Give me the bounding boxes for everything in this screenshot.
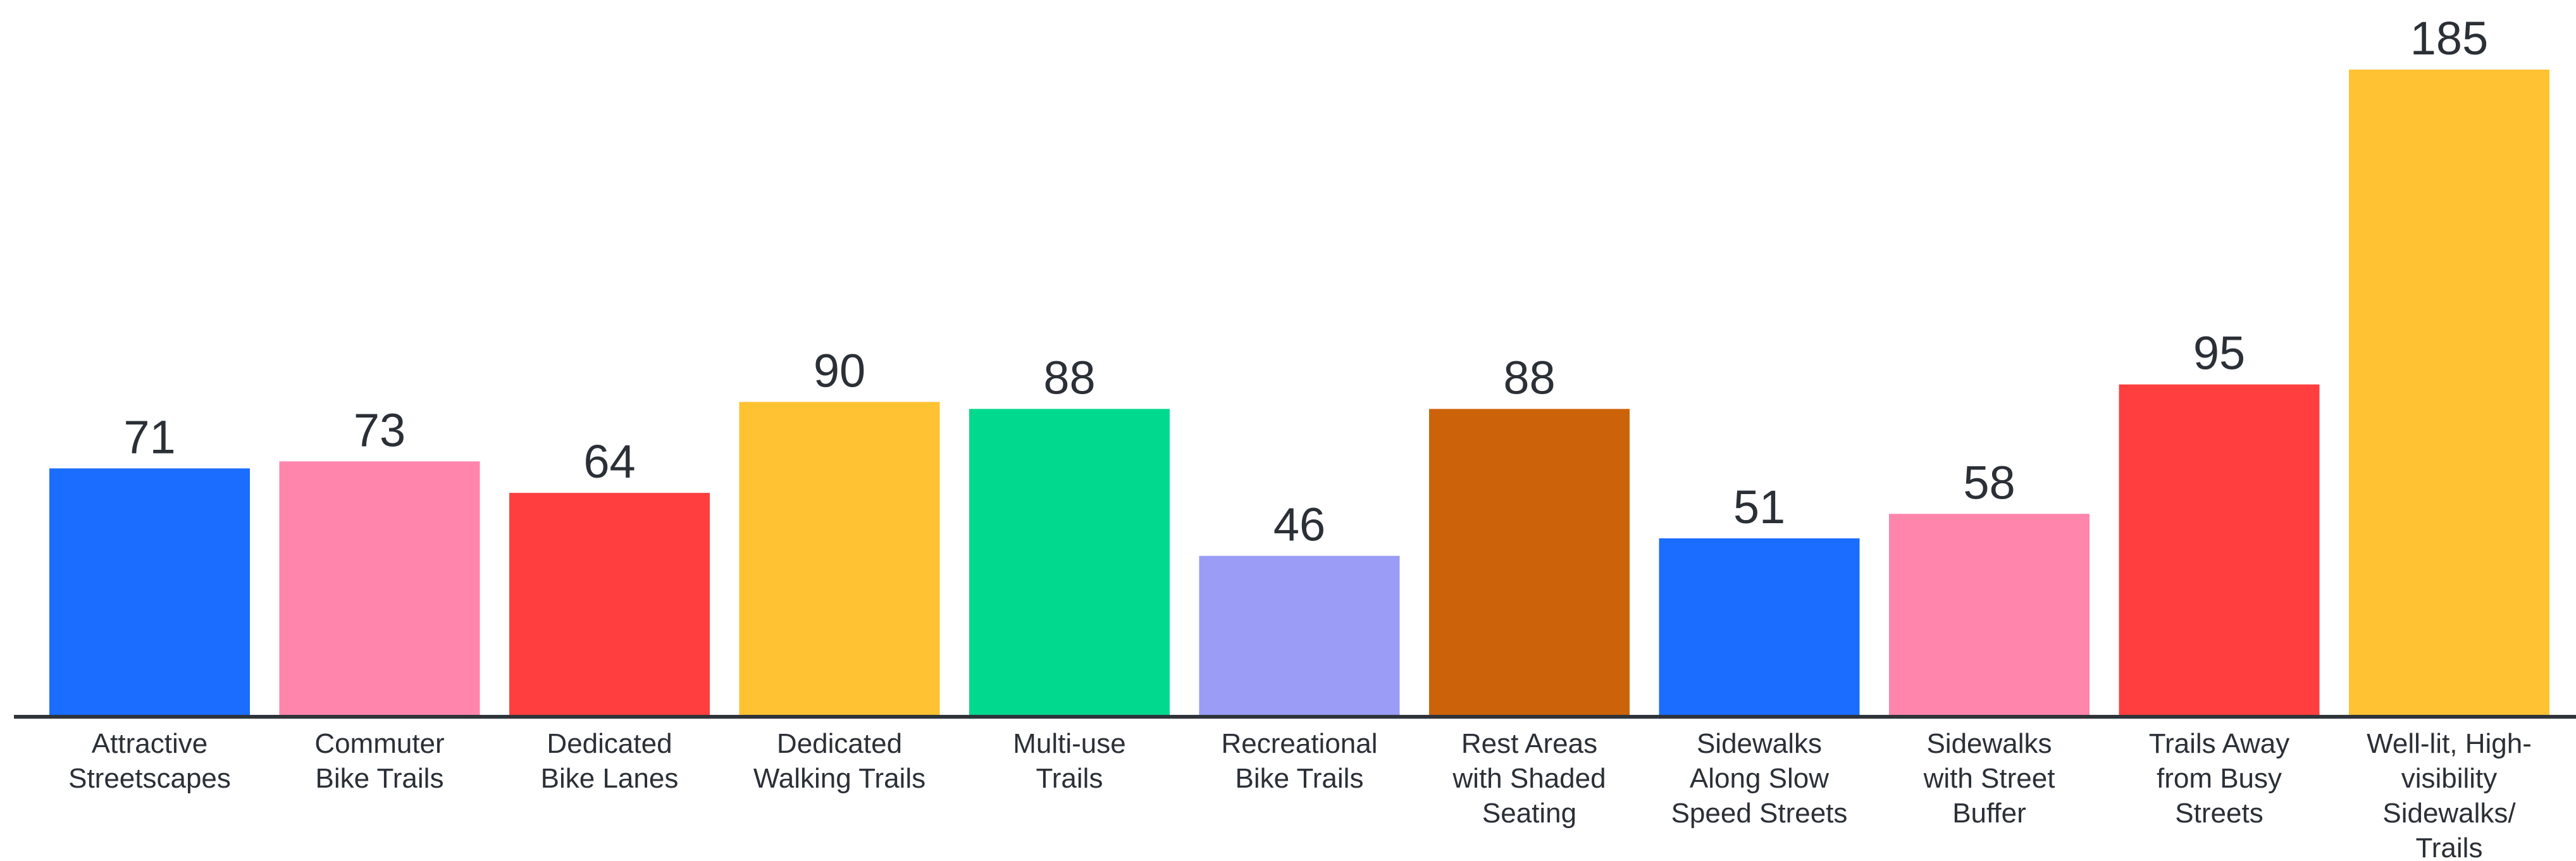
category-label-1: Commuter Bike Trails [314,728,444,794]
bar-1 [279,461,480,717]
category-label-2-line-1: Bike Lanes [541,763,679,794]
category-label-3: Dedicated Walking Trails [753,728,926,794]
value-labels-layer: 71 73 64 90 88 46 88 51 58 95 185 [123,12,2488,551]
category-label-0-line-0: Attractive [92,728,207,759]
category-label-4: Multi-use Trails [1013,728,1126,794]
value-label-0: 71 [123,411,175,463]
category-label-6-line-1: with Shaded [1452,763,1606,794]
category-label-9-line-0: Trails Away [2149,728,2290,759]
category-label-2: Dedicated Bike Lanes [541,728,679,794]
category-label-4-line-1: Trails [1036,763,1103,794]
category-label-0: Attractive Streetscapes [68,728,231,794]
category-label-3-line-0: Dedicated [777,728,902,759]
category-label-8: Sidewalks with Street Buffer [1923,728,2055,829]
category-label-7-line-1: Along Slow [1690,763,1829,794]
bar-10 [2349,70,2549,717]
category-label-5-line-0: Recreational [1221,728,1377,759]
category-label-7-line-2: Speed Streets [1671,798,1848,829]
value-label-3: 90 [814,344,865,397]
bar-6 [1429,409,1630,717]
bar-0 [49,468,250,717]
bar-3 [739,402,940,717]
category-label-10-line-1: visibility [2401,763,2498,794]
category-label-10-line-3: Trails [2416,833,2483,861]
category-labels-layer: Attractive Streetscapes Commuter Bike Trail… [68,728,2532,861]
category-label-9: Trails Away from Busy Streets [2149,728,2290,829]
category-label-9-line-2: Streets [2175,798,2263,829]
category-label-4-line-0: Multi-use [1013,728,1126,759]
category-label-8-line-0: Sidewalks [1926,728,2052,759]
bar-2 [509,493,710,717]
bar-9 [2119,384,2320,717]
bar-7 [1659,538,1860,717]
category-label-1-line-0: Commuter [314,728,444,759]
value-label-1: 73 [354,404,406,456]
value-label-2: 64 [583,435,635,488]
category-label-10: Well-lit, High-visibility Sidewalks/Trail… [2367,728,2532,861]
category-label-7: Sidewalks Along Slow Speed Streets [1671,728,1848,829]
category-label-2-line-0: Dedicated [547,728,672,759]
value-label-6: 88 [1503,351,1555,404]
bar-4 [969,409,1170,717]
value-label-8: 58 [1963,456,2015,509]
bars-layer [49,70,2549,717]
category-label-5: Recreational Bike Trails [1221,728,1377,794]
value-label-5: 46 [1273,499,1325,551]
category-label-9-line-1: from Busy [2157,763,2282,794]
value-label-7: 51 [1733,481,1785,533]
category-label-8-line-2: Buffer [1952,798,2026,829]
category-label-8-line-1: with Street [1923,763,2055,794]
category-label-10-line-0: Well-lit, High- [2367,728,2532,759]
category-label-6-line-0: Rest Areas [1461,728,1597,759]
category-label-5-line-1: Bike Trails [1235,763,1364,794]
bar-5 [1199,555,1400,717]
category-label-6-line-2: Seating [1482,798,1576,829]
category-label-3-line-1: Walking Trails [753,763,926,794]
bar-8 [1889,514,2090,717]
category-label-0-line-1: Streetscapes [68,763,231,794]
value-label-9: 95 [2193,327,2245,380]
value-label-4: 88 [1043,351,1095,404]
category-label-1-line-1: Bike Trails [316,763,444,794]
category-label-7-line-0: Sidewalks [1697,728,1822,759]
value-label-10: 185 [2410,12,2488,65]
category-label-6: Rest Areas with Shaded Seating [1452,728,1606,829]
category-label-10-line-2: Sidewalks/ [2382,798,2516,829]
